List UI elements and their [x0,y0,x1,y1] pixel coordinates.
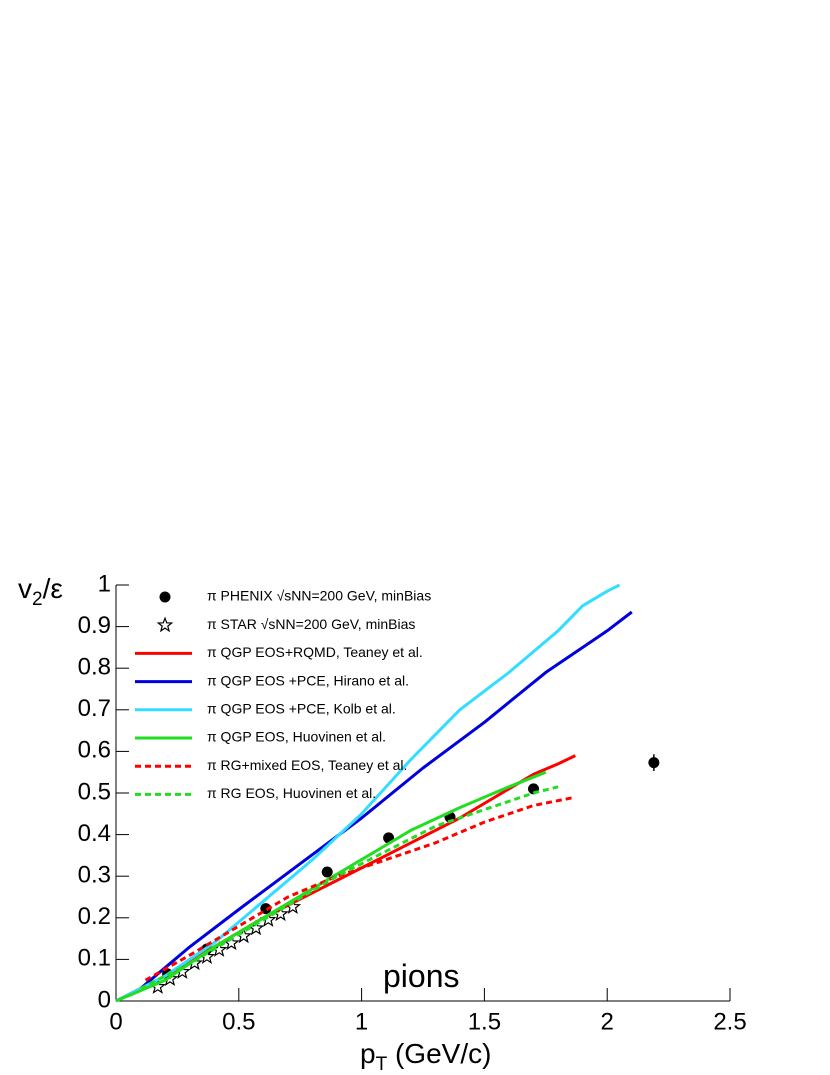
series-line [115,610,633,1003]
legend-label: π QGP EOS +PCE, Kolb et al. [207,701,396,717]
y-tick-label: 0.3 [78,862,111,889]
annotation: pions [383,958,460,994]
y-tick-label: 0.9 [78,612,111,639]
y-tick-label: 0.4 [78,820,111,847]
series-line [139,785,559,990]
x-label-rest: (GeV/c) [387,1038,491,1069]
legend-label: π QGP EOS, Huovinen et al. [207,729,386,745]
y-tick-label: 0.1 [78,945,111,972]
series-line [144,795,576,982]
x-tick-label: 0 [109,1008,122,1035]
y-tick-label: 0.6 [78,737,111,764]
y-tick-label: 0.8 [78,654,111,681]
y-tick-label: 0.5 [78,778,111,805]
x-tick-label: 0.5 [222,1008,255,1035]
x-tick-label: 2 [601,1008,614,1035]
legend-label: π RG+mixed EOS, Teaney et al. [207,757,407,773]
x-tick-label: 1 [355,1008,368,1035]
x-axis-label: pT (GeV/c) [360,1038,491,1075]
y-tick-label: 0 [98,986,111,1013]
legend-label: π RG EOS, Huovinen et al. [207,785,376,801]
data-point [260,903,272,915]
y-tick-label: 0.7 [78,695,111,722]
legend-label: π QGP EOS+RQMD, Teaney et al. [207,644,423,660]
legend-label: π PHENIX √sNN=200 GeV, minBias [207,588,431,604]
legend-swatch [156,616,174,633]
data-point [321,866,333,878]
y-tick-label: 0.2 [78,903,111,930]
y-label-rest: /ε [43,573,63,604]
data-point [648,757,660,769]
x-label-main: p [360,1038,376,1069]
legend-swatch [159,591,171,603]
y-label-sub: 2 [32,589,43,610]
x-tick-label: 1.5 [468,1008,501,1035]
y-label-main: v [18,573,32,604]
legend-label: π STAR √sNN=200 GeV, minBias [207,616,415,632]
x-label-sub: T [376,1054,388,1075]
y-tick-label: 1 [98,570,111,597]
x-tick-label: 2.5 [713,1008,746,1035]
y-axis-label: v2/ε [18,573,63,610]
legend-label: π QGP EOS +PCE, Hirano et al. [207,672,409,688]
series-line [115,583,621,1003]
